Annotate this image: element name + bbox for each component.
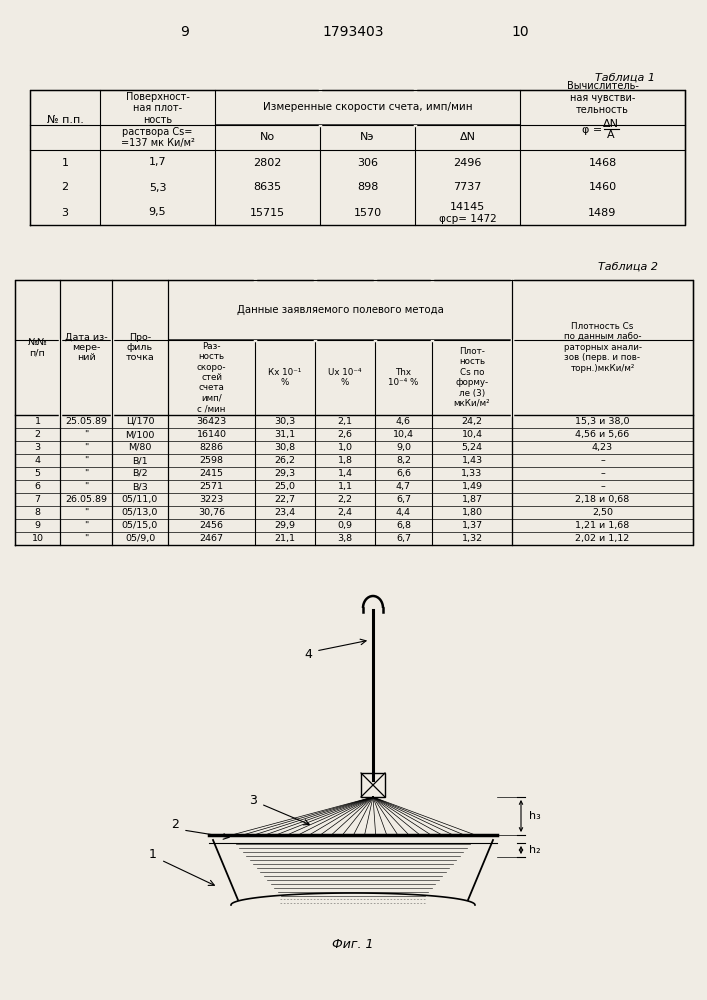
Text: 21,1: 21,1 [274, 534, 296, 543]
Text: 7737: 7737 [453, 182, 481, 192]
Text: ": " [84, 443, 88, 452]
Text: A: A [607, 130, 614, 140]
Text: ": " [84, 482, 88, 491]
Text: 2: 2 [35, 430, 40, 439]
Text: 2496: 2496 [453, 157, 481, 167]
Text: 6,7: 6,7 [396, 495, 411, 504]
Text: Кх 10⁻¹
%: Кх 10⁻¹ % [269, 368, 302, 387]
Text: 306: 306 [357, 157, 378, 167]
Text: 26.05.89: 26.05.89 [65, 495, 107, 504]
Text: –: – [600, 456, 605, 465]
Text: ": " [84, 430, 88, 439]
Text: 10: 10 [32, 534, 44, 543]
Text: Таблица 2: Таблица 2 [598, 262, 658, 272]
Text: 26,2: 26,2 [274, 456, 296, 465]
Text: ΔN: ΔN [460, 132, 476, 142]
Text: 2,02 и 1,12: 2,02 и 1,12 [575, 534, 630, 543]
Text: 2598: 2598 [199, 456, 223, 465]
Text: 25.05.89: 25.05.89 [65, 417, 107, 426]
Text: Раз-
ность
скоро-
стей
счета
имп/
с /мин: Раз- ность скоро- стей счета имп/ с /мин [197, 342, 226, 413]
Text: 6,8: 6,8 [396, 521, 411, 530]
Text: 8286: 8286 [199, 443, 223, 452]
Text: Измеренные скорости счета, имп/мин: Измеренные скорости счета, имп/мин [263, 102, 472, 111]
Text: 0,9: 0,9 [337, 521, 353, 530]
Text: 29,3: 29,3 [274, 469, 296, 478]
Text: 15715: 15715 [250, 208, 285, 218]
Text: 29,9: 29,9 [274, 521, 296, 530]
Text: 4,7: 4,7 [396, 482, 411, 491]
Text: 1,7: 1,7 [148, 157, 166, 167]
Text: No: No [260, 132, 275, 142]
Text: 1: 1 [149, 848, 157, 861]
Text: φ =: φ = [583, 125, 602, 135]
Text: 2,2: 2,2 [337, 495, 353, 504]
Text: 1,49: 1,49 [462, 482, 482, 491]
Text: ": " [84, 469, 88, 478]
Text: 2571: 2571 [199, 482, 223, 491]
Text: ΔN: ΔN [602, 119, 619, 129]
Text: Плотность Cs
по данным лабо-
раторных анали-
зов (перв. и пов-
торн.)мкКи/м²: Плотность Cs по данным лабо- раторных ан… [563, 322, 641, 373]
Text: 2: 2 [171, 818, 179, 832]
Text: 10: 10 [511, 25, 529, 39]
Text: 1,37: 1,37 [462, 521, 483, 530]
Text: –: – [600, 482, 605, 491]
Text: 15,3 и 38,0: 15,3 и 38,0 [575, 417, 630, 426]
Text: 7: 7 [35, 495, 40, 504]
Text: 3223: 3223 [199, 495, 223, 504]
Text: 30,76: 30,76 [198, 508, 225, 517]
Text: 1,33: 1,33 [462, 469, 483, 478]
Text: 1,8: 1,8 [337, 456, 353, 465]
Text: 2,50: 2,50 [592, 508, 613, 517]
Text: 1,0: 1,0 [337, 443, 353, 452]
Text: 6,7: 6,7 [396, 534, 411, 543]
Text: №№
п/п: №№ п/п [28, 338, 47, 357]
Text: 2456: 2456 [199, 521, 223, 530]
Text: Таблица 1: Таблица 1 [595, 73, 655, 83]
Text: 36423: 36423 [197, 417, 227, 426]
Text: В/2: В/2 [132, 469, 148, 478]
Text: Thx
10⁻⁴ %: Thx 10⁻⁴ % [388, 368, 419, 387]
Text: 1489: 1489 [588, 208, 617, 218]
Text: 16140: 16140 [197, 430, 226, 439]
Text: 4,56 и 5,66: 4,56 и 5,66 [575, 430, 630, 439]
Text: φср= 1472: φср= 1472 [438, 215, 496, 225]
Text: В/1: В/1 [132, 456, 148, 465]
Text: Плот-
ность
Cs по
форму-
ле (3)
мкКи/м²: Плот- ность Cs по форму- ле (3) мкКи/м² [454, 347, 491, 408]
Text: 1793403: 1793403 [322, 25, 384, 39]
Text: 1,21 и 1,68: 1,21 и 1,68 [575, 521, 630, 530]
Text: 1,87: 1,87 [462, 495, 482, 504]
Text: 4: 4 [304, 648, 312, 662]
Text: 6: 6 [35, 482, 40, 491]
Text: № п.п.: № п.п. [47, 115, 83, 125]
Text: –: – [600, 469, 605, 478]
Text: 05/9,0: 05/9,0 [125, 534, 155, 543]
Text: 1: 1 [62, 157, 69, 167]
Text: 8: 8 [35, 508, 40, 517]
Text: 2,4: 2,4 [337, 508, 353, 517]
Text: 1,1: 1,1 [337, 482, 353, 491]
Text: 3: 3 [35, 443, 40, 452]
Text: 3,8: 3,8 [337, 534, 353, 543]
Text: ": " [84, 521, 88, 530]
Text: 5: 5 [35, 469, 40, 478]
Text: 22,7: 22,7 [274, 495, 296, 504]
Text: 1,4: 1,4 [337, 469, 353, 478]
Text: В/3: В/3 [132, 482, 148, 491]
Text: 898: 898 [357, 182, 378, 192]
Text: 8635: 8635 [253, 182, 281, 192]
Text: Фиг. 1: Фиг. 1 [332, 938, 374, 952]
Text: Данные заявляемого полевого метода: Данные заявляемого полевого метода [237, 305, 443, 315]
Text: 3: 3 [249, 794, 257, 806]
Text: 10,4: 10,4 [393, 430, 414, 439]
Text: Про-
филь
точка: Про- филь точка [126, 333, 154, 362]
Text: Ц/170: Ц/170 [126, 417, 154, 426]
Text: h₃: h₃ [529, 811, 541, 821]
Text: 9,0: 9,0 [396, 443, 411, 452]
Text: 9: 9 [35, 521, 40, 530]
Text: 2802: 2802 [253, 157, 281, 167]
Text: 2,1: 2,1 [337, 417, 353, 426]
Text: 4,6: 4,6 [396, 417, 411, 426]
Text: 9: 9 [180, 25, 189, 39]
Text: 4: 4 [35, 456, 40, 465]
Text: 2: 2 [62, 182, 69, 192]
